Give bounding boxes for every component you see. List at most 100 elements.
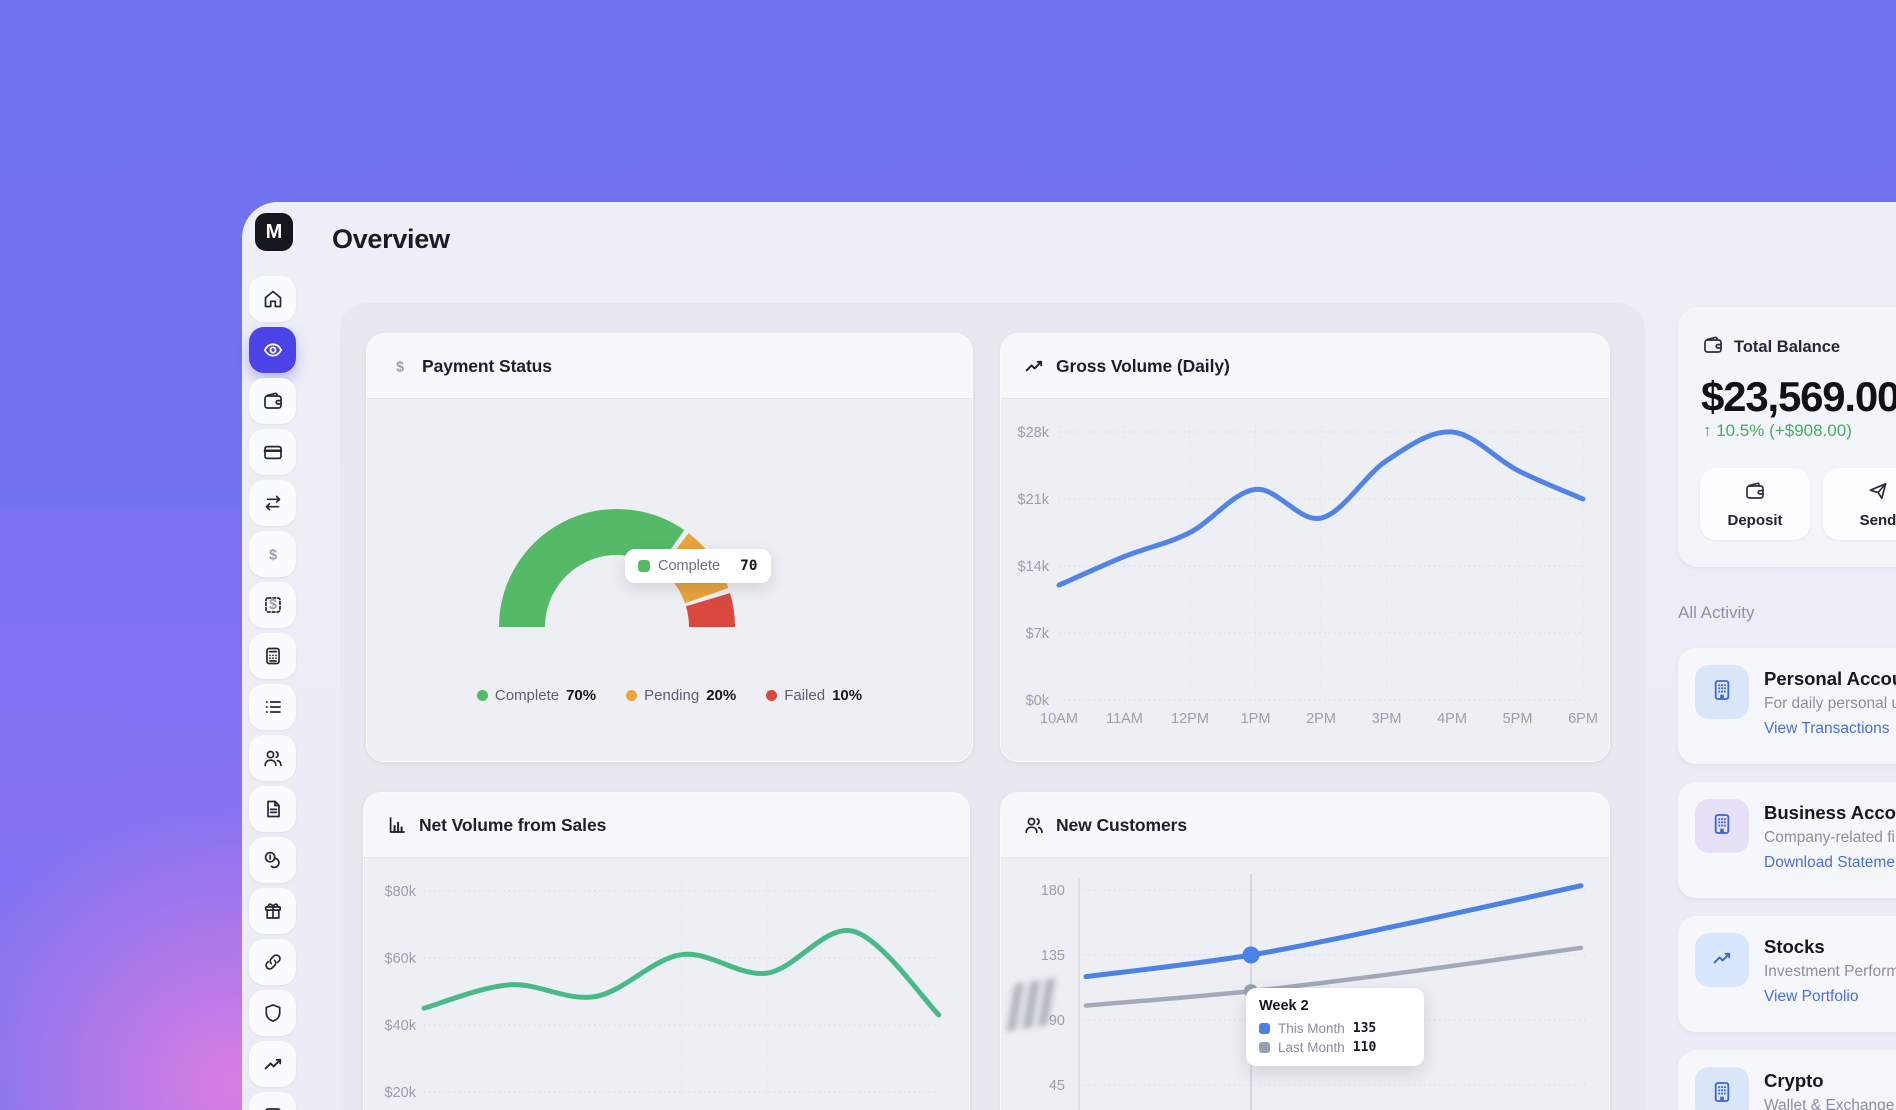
sidebar-item-wallet[interactable] xyxy=(249,378,296,424)
total-balance-card: Total Balance $23,569.00 ↑ 10.5% (+$908.… xyxy=(1678,307,1896,567)
sidebar-item-gift[interactable] xyxy=(249,888,296,934)
gauge-tooltip-value: 70 xyxy=(740,558,758,574)
new-customers-body: 1801359045 Week 2 This Month 135 Last Mo… xyxy=(1001,858,1609,1110)
trending-up-icon xyxy=(1711,947,1733,974)
sidebar-item-dollar[interactable]: $ xyxy=(249,531,296,577)
svg-text:$: $ xyxy=(268,547,276,563)
legend-value: 70% xyxy=(566,687,597,704)
shield-icon xyxy=(262,1002,284,1024)
new-customers-chart: 1801359045 xyxy=(1041,874,1586,1110)
sidebar-item-credit-card[interactable] xyxy=(249,429,296,475)
deposit-button[interactable]: Deposit xyxy=(1700,468,1810,540)
net-volume-card: Net Volume from Sales $80k $60k $40k $20k xyxy=(363,792,970,1110)
legend-label: Complete xyxy=(494,687,560,704)
svg-text:$: $ xyxy=(396,359,404,375)
svg-text:12PM: 12PM xyxy=(1171,711,1209,727)
trending-up-icon xyxy=(1023,355,1045,377)
sidebar-item-list[interactable] xyxy=(249,684,296,730)
bar-chart-icon xyxy=(386,814,408,836)
legend-label: Failed xyxy=(784,687,826,704)
net-volume-title: Net Volume from Sales xyxy=(419,814,607,835)
sidebar-item-coins[interactable] xyxy=(249,837,296,883)
series-label: Last Month xyxy=(1278,1040,1345,1055)
sidebar-item-trending-up[interactable] xyxy=(249,1041,296,1087)
week-tooltip-row: This Month 135 xyxy=(1259,1021,1411,1036)
svg-text:$80k: $80k xyxy=(385,884,417,900)
activity-subtitle: Wallet & Exchange xyxy=(1764,1097,1895,1110)
home-icon xyxy=(262,288,284,310)
new-customers-card: New Customers 1801359045 Week 2 This Mon… xyxy=(1000,792,1610,1110)
svg-text:4PM: 4PM xyxy=(1437,711,1467,727)
total-balance-delta: ↑ 10.5% (+$908.00) xyxy=(1703,421,1852,440)
activity-title: Stocks xyxy=(1764,936,1825,957)
series-label: This Month xyxy=(1278,1021,1345,1036)
activity-card-crypto[interactable]: Crypto Wallet & Exchange xyxy=(1678,1050,1896,1110)
activity-link[interactable]: View Portfolio xyxy=(1764,988,1859,1005)
legend-label: Pending xyxy=(644,687,700,704)
legend-dot xyxy=(766,690,778,701)
svg-text:$: $ xyxy=(268,597,276,613)
button-label: Deposit xyxy=(1727,511,1783,529)
payment-status-header: $ Payment Status xyxy=(367,334,972,399)
legend-value: 20% xyxy=(706,687,737,704)
building-icon xyxy=(1710,678,1734,707)
activity-link[interactable]: View Transactions xyxy=(1764,720,1890,737)
week-tooltip: Week 2 This Month 135 Last Month 110 xyxy=(1246,988,1424,1066)
activity-subtitle: For daily personal use xyxy=(1764,695,1896,712)
wallet-icon xyxy=(1702,334,1724,361)
activity-link[interactable]: Download Statement xyxy=(1764,854,1896,871)
net-volume-header: Net Volume from Sales xyxy=(364,793,969,858)
coins-icon xyxy=(262,849,284,871)
wallet-icon xyxy=(1744,480,1766,505)
transfer-arrows-icon xyxy=(262,492,284,514)
sidebar-item-home[interactable] xyxy=(249,276,296,322)
sidebar-item-calculator[interactable] xyxy=(249,633,296,679)
send-button[interactable]: Send xyxy=(1823,468,1896,540)
series-value: 135 xyxy=(1352,1021,1377,1036)
series-swatch xyxy=(1259,1042,1270,1053)
receipt-dollar-icon: $ xyxy=(262,594,284,616)
payment-status-body: Complete 70 Complete 70% Pending 20% Fai… xyxy=(367,399,972,761)
payment-status-card: $ Payment Status Complete 70 Complete 70… xyxy=(366,333,973,762)
sidebar-item-transfer-arrows[interactable] xyxy=(249,480,296,526)
payment-status-title: Payment Status xyxy=(422,355,552,376)
svg-text:10AM: 10AM xyxy=(1040,711,1078,727)
legend-dot xyxy=(476,690,488,701)
sidebar-item-monitor[interactable] xyxy=(249,1092,296,1110)
users-icon xyxy=(262,747,284,769)
page-title: Overview xyxy=(332,224,450,254)
svg-text:$40k: $40k xyxy=(385,1018,417,1034)
eye-icon xyxy=(262,339,284,361)
activity-card-personal-account[interactable]: Personal Account For daily personal use V… xyxy=(1678,648,1896,764)
legend-dot xyxy=(626,690,638,701)
sidebar-item-document[interactable] xyxy=(249,786,296,832)
week-tooltip-title: Week 2 xyxy=(1259,998,1309,1014)
sidebar-item-shield[interactable] xyxy=(249,990,296,1036)
svg-text:1PM: 1PM xyxy=(1241,711,1271,727)
legend-item-complete: Complete 70% xyxy=(476,687,597,704)
legend-item-failed: Failed 10% xyxy=(766,687,862,704)
sidebar: $ $ xyxy=(249,276,296,1110)
activity-tile xyxy=(1695,933,1749,987)
gross-volume-title: Gross Volume (Daily) xyxy=(1056,355,1230,376)
activity-card-business-account[interactable]: Business Account Company-related finance… xyxy=(1678,782,1896,898)
sidebar-item-receipt-dollar[interactable]: $ xyxy=(249,582,296,628)
activity-title: Crypto xyxy=(1764,1070,1824,1091)
sidebar-item-link[interactable] xyxy=(249,939,296,985)
sidebar-item-eye[interactable] xyxy=(249,327,296,373)
document-icon xyxy=(262,798,284,820)
activity-card-stocks[interactable]: Stocks Investment Performance View Portfo… xyxy=(1678,916,1896,1032)
gross-volume-header: Gross Volume (Daily) xyxy=(1001,334,1609,399)
total-balance-label: Total Balance xyxy=(1734,338,1841,356)
link-icon xyxy=(262,951,284,973)
net-volume-chart: $80k $60k $40k $20k xyxy=(385,880,942,1110)
button-label: Send xyxy=(1859,511,1896,529)
app-window: M Overview $ $ $ Payment Status Complete … xyxy=(242,202,1896,1110)
svg-text:3PM: 3PM xyxy=(1372,711,1402,727)
send-icon xyxy=(1867,480,1889,505)
sidebar-item-users[interactable] xyxy=(249,735,296,781)
dollar-icon: $ xyxy=(389,355,411,377)
svg-text:6PM: 6PM xyxy=(1568,711,1598,727)
activity-subtitle: Investment Performance xyxy=(1764,963,1896,980)
activity-subtitle: Company-related finances xyxy=(1764,829,1896,846)
